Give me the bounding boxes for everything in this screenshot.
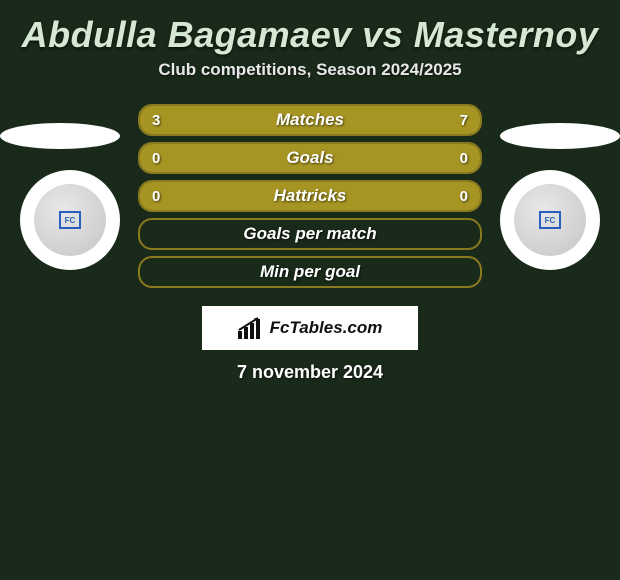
player-left-name-oval	[0, 123, 120, 149]
player-left-silhouette: FC	[34, 184, 106, 256]
stat-label: Min per goal	[140, 262, 480, 282]
stat-label: Hattricks	[140, 186, 480, 206]
stat-label: Matches	[140, 110, 480, 130]
player-right-silhouette: FC	[514, 184, 586, 256]
stat-bar: 00Goals	[138, 142, 482, 174]
stat-label: Goals per match	[140, 224, 480, 244]
stat-bar: 37Matches	[138, 104, 482, 136]
stat-bar: 00Hattricks	[138, 180, 482, 212]
player-right-name-oval	[500, 123, 620, 149]
bar-chart-icon	[238, 317, 264, 339]
logo-text: FcTables.com	[270, 318, 383, 338]
page-subtitle: Club competitions, Season 2024/2025	[0, 60, 620, 98]
player-right-badge-icon: FC	[539, 211, 561, 229]
stat-bar: Min per goal	[138, 256, 482, 288]
player-right-avatar: FC	[500, 170, 600, 270]
stat-label: Goals	[140, 148, 480, 168]
player-left-avatar: FC	[20, 170, 120, 270]
stat-bar: Goals per match	[138, 218, 482, 250]
fctables-logo[interactable]: FcTables.com	[202, 306, 418, 350]
date-text: 7 november 2024	[0, 362, 620, 383]
player-left-badge-icon: FC	[59, 211, 81, 229]
page-title: Abdulla Bagamaev vs Masternoy	[0, 0, 620, 60]
